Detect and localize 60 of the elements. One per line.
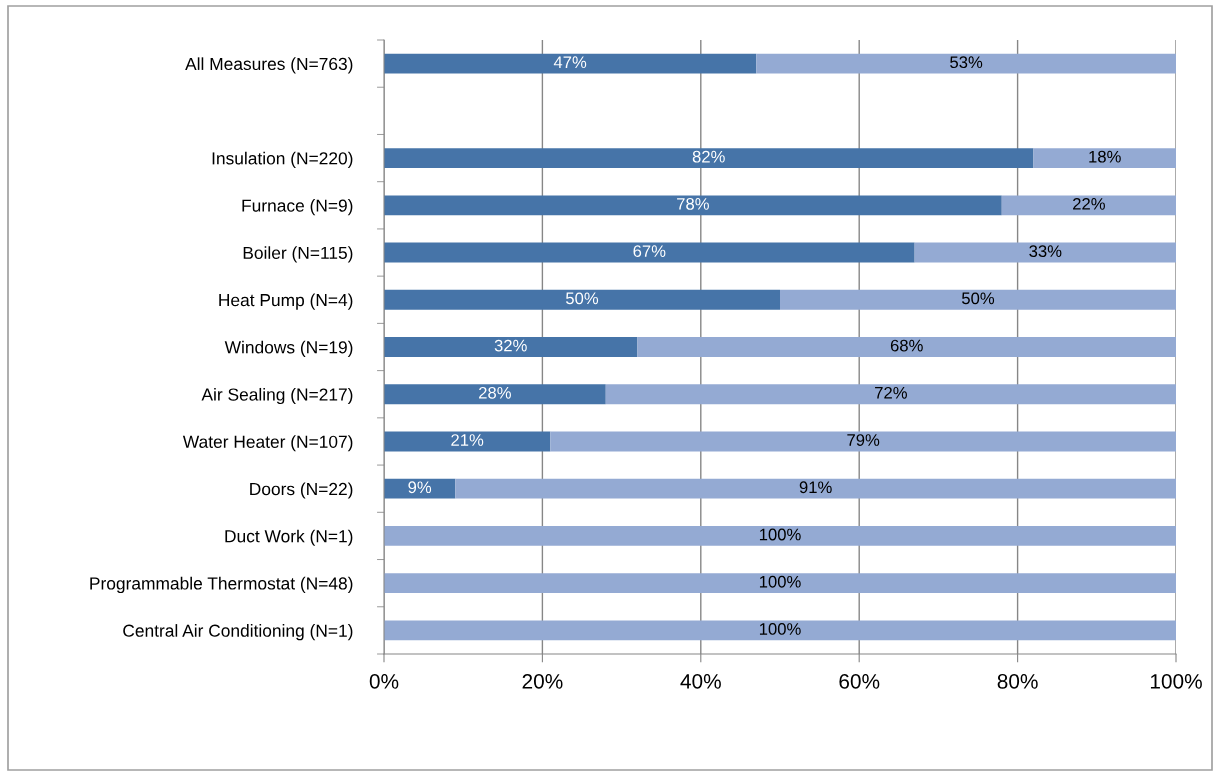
data-label: 100%: [759, 623, 801, 635]
bar: [1001, 195, 1176, 216]
x-tick-label: 40%: [680, 673, 721, 689]
bar: [384, 289, 780, 310]
data-label: 33%: [1029, 245, 1062, 258]
x-tick-label: 80%: [997, 673, 1038, 689]
data-label: 47%: [553, 56, 587, 69]
bar: [637, 337, 1176, 357]
y-tick-label: Programmable Thermostat (N=48): [90, 576, 353, 594]
data-label: 100%: [759, 528, 801, 541]
data-label: 21%: [451, 434, 484, 446]
bar: [914, 242, 1176, 263]
data-label: 72%: [875, 386, 907, 399]
data-label: 32%: [494, 339, 527, 352]
bar: [780, 289, 1176, 310]
data-label: 82%: [692, 150, 725, 163]
y-tick-label: Air Sealing (N=217): [201, 387, 353, 405]
bar: [455, 478, 1176, 499]
y-tick-label: Windows (N=19): [224, 340, 353, 357]
data-label: 50%: [565, 292, 599, 305]
data-label: 100%: [759, 575, 801, 588]
bar: [384, 148, 1034, 168]
y-tick-label: Heat Pump (N=4): [219, 293, 353, 310]
y-tick-label: Boiler (N=115): [243, 246, 353, 263]
bar: [384, 431, 551, 452]
bar: [384, 337, 638, 357]
data-label: 18%: [1089, 150, 1121, 163]
x-tick-label: 0%: [369, 673, 399, 689]
data-label: 53%: [950, 56, 983, 69]
data-label: 28%: [479, 386, 511, 399]
data-label: 22%: [1073, 197, 1105, 210]
y-tick-label: All Measures (N=763): [185, 57, 353, 74]
y-tick-label: Water Heater (N=107): [182, 435, 353, 452]
bar: [605, 384, 1176, 405]
data-label: 50%: [961, 292, 995, 305]
y-tick-label: Central Air Conditioning (N=1): [123, 624, 353, 641]
bar: [384, 384, 606, 405]
y-tick-label: Furnace (N=9): [242, 199, 353, 216]
data-label: 68%: [890, 339, 923, 352]
bar: [384, 573, 1176, 594]
y-tick-label: Doors (N=22): [250, 482, 353, 499]
y-tick-label: Insulation (N=220): [212, 151, 353, 168]
bar: [1033, 148, 1176, 168]
y-tick-label: Duct Work (N=1): [225, 529, 353, 546]
bar: [384, 53, 757, 74]
data-label: 78%: [677, 197, 709, 210]
x-tick-label: 100%: [1150, 673, 1202, 689]
data-label: 9%: [408, 481, 432, 494]
bar: [384, 620, 1176, 641]
bar: [384, 242, 915, 263]
bar: [384, 195, 1002, 216]
data-label: 79%: [847, 434, 880, 446]
data-label: 91%: [799, 481, 832, 494]
bar: [384, 526, 1176, 546]
data-label: 67%: [633, 245, 666, 258]
x-tick-label: 20%: [522, 673, 563, 689]
bar: [384, 478, 456, 499]
bar: [756, 53, 1176, 74]
x-tick-label: 60%: [839, 673, 880, 689]
bar: [550, 431, 1176, 452]
